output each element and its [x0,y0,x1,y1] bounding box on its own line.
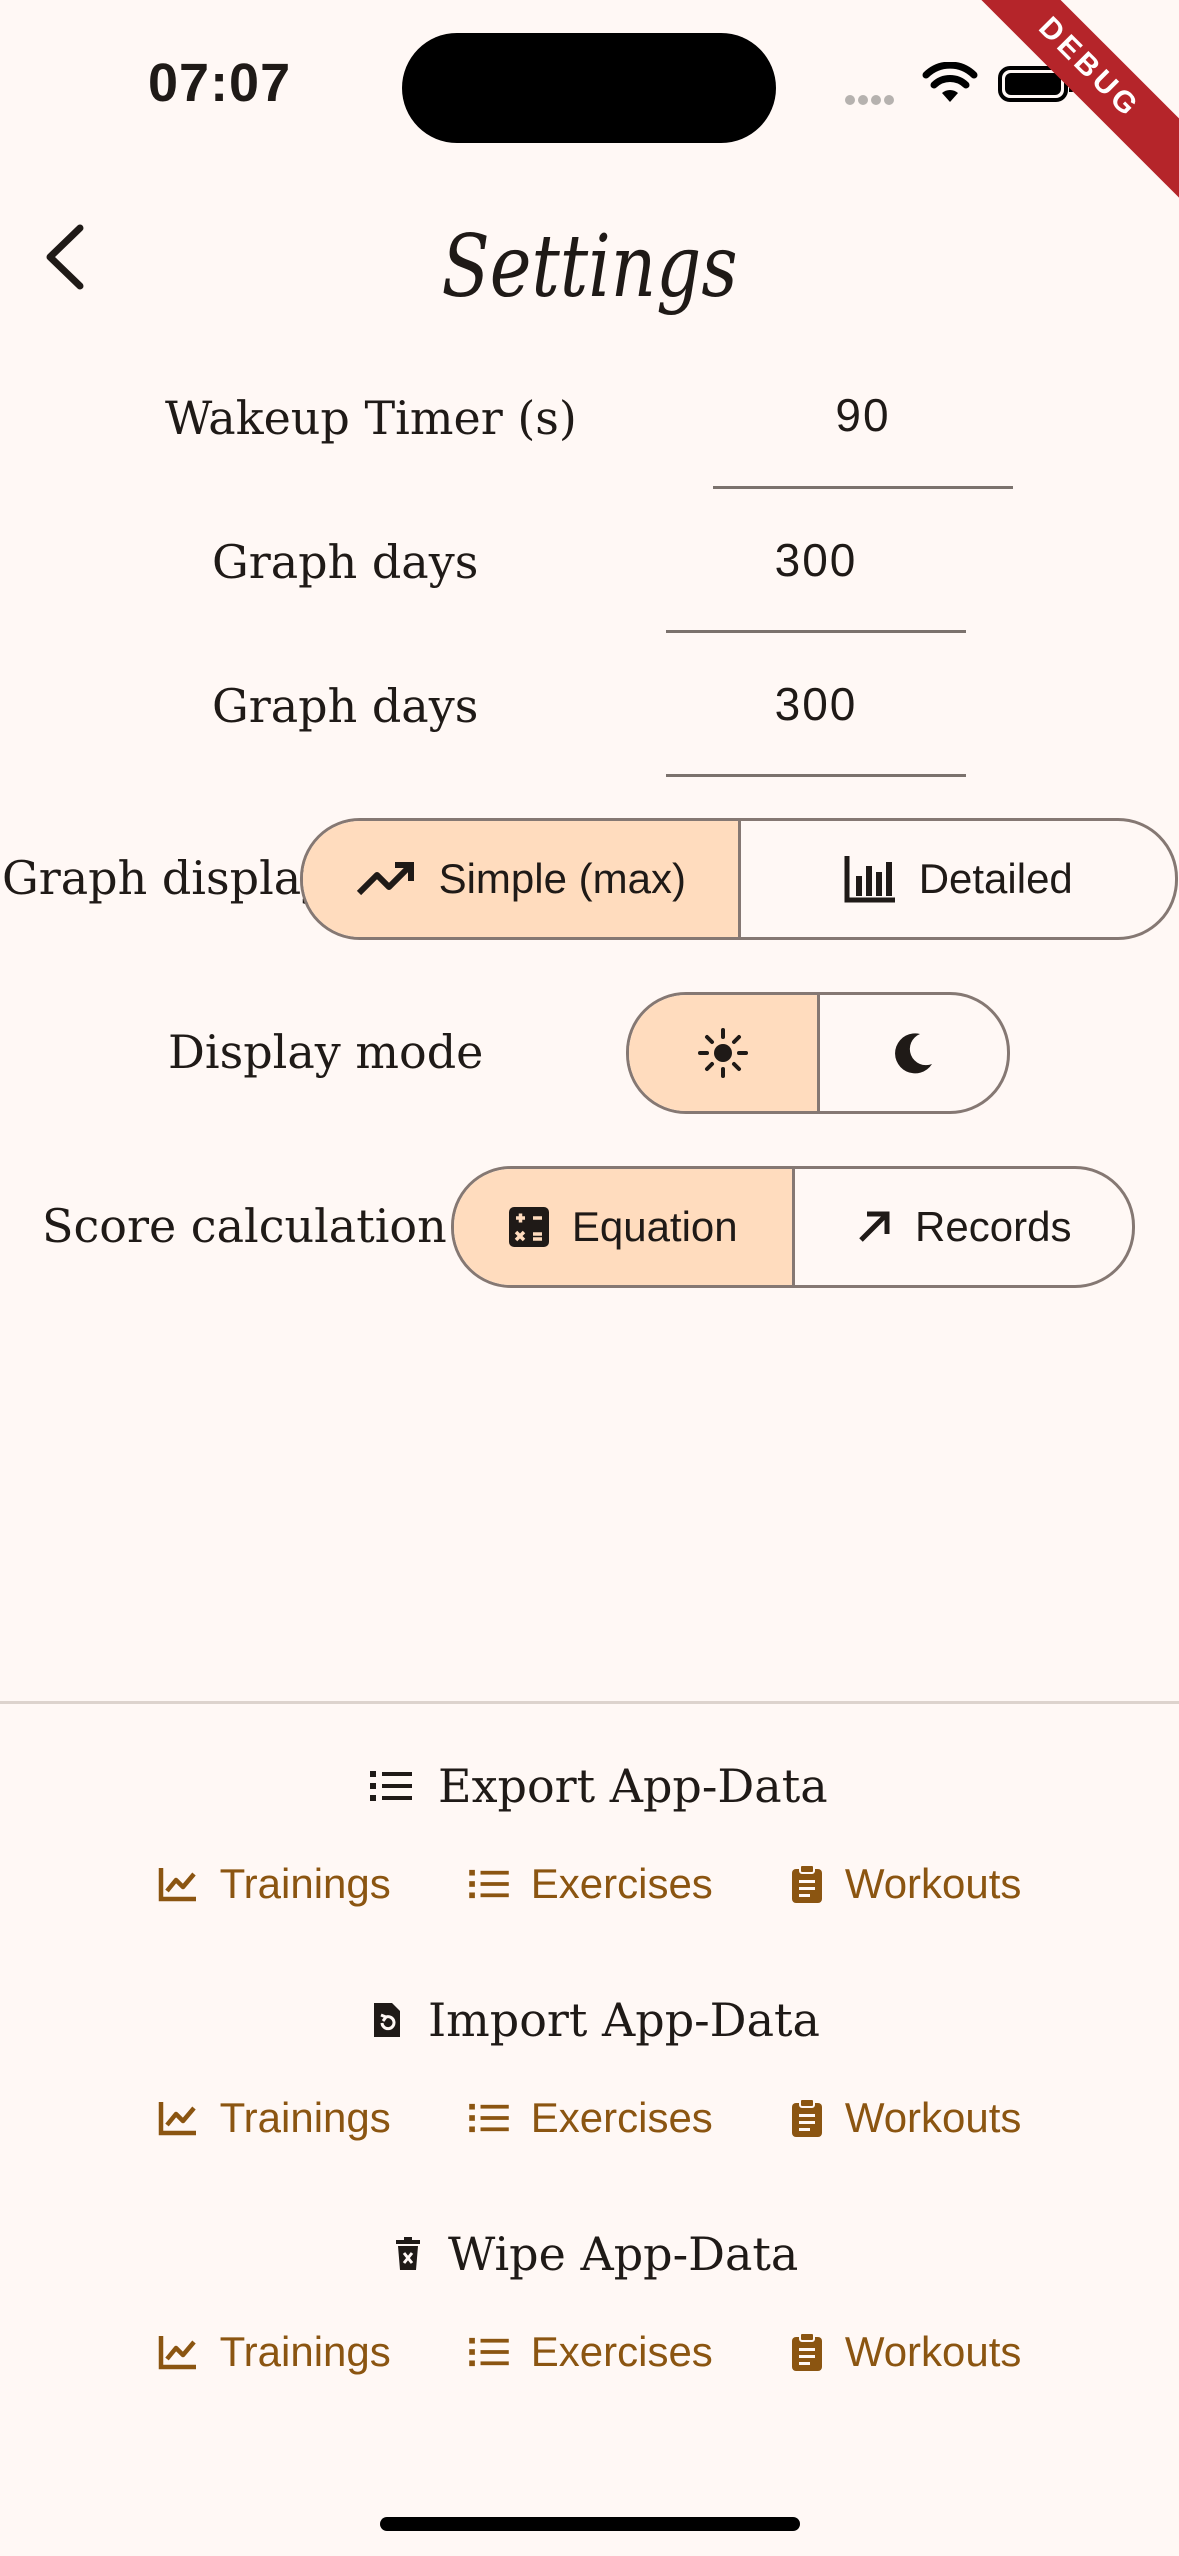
graph-days-underline-2 [666,774,966,777]
graph-display-detailed-label: Detailed [918,855,1073,902]
section-divider [0,1701,1179,1704]
wipe-trainings-button[interactable]: Trainings [158,2328,391,2376]
export-section-title: Export App-Data [370,1756,828,1816]
trash-icon [394,2237,422,2271]
debug-banner: DEBUG [948,0,1179,209]
wipe-trainings-label: Trainings [219,2328,391,2375]
graph-days-underline [666,630,966,633]
page-title: Settings [441,217,738,317]
export-buttons: Trainings Exercises Workouts [0,1860,1179,1908]
wipe-section-title: Wipe App-Data [394,2224,798,2284]
wakeup-timer-value: 90 [835,389,891,441]
import-exercises-label: Exercises [530,2094,713,2141]
graph-display-toggle: Simple (max) Detailed [300,818,1178,940]
wifi-icon [922,62,978,104]
score-calculation-label: Score calculation [42,1199,447,1253]
list-icon [468,2336,509,2368]
chart-line-icon [158,2334,198,2370]
clipboard-icon [791,1864,823,1904]
import-workouts-button[interactable]: Workouts [791,2094,1022,2142]
list-icon [468,1868,509,1900]
graph-display-detailed-option[interactable]: Detailed [737,821,1176,937]
wakeup-timer-label: Wakeup Timer (s) [165,391,577,445]
import-title-text: Import App-Data [428,1993,820,2047]
bar-chart-icon [843,854,897,904]
back-button[interactable] [40,222,90,292]
calculator-icon [508,1206,550,1248]
score-calculation-equation-option[interactable]: Equation [454,1169,792,1285]
home-indicator[interactable] [380,2517,800,2531]
graph-days-input-2[interactable]: 300 [666,674,966,734]
wakeup-timer-input[interactable]: 90 [713,385,1013,445]
display-mode-toggle [626,992,1010,1114]
export-exercises-label: Exercises [530,1860,713,1907]
wakeup-timer-underline [713,486,1013,489]
clipboard-icon [791,2332,823,2372]
export-trainings-button[interactable]: Trainings [158,1860,391,1908]
signal-icon [845,92,897,110]
display-mode-dark-option[interactable] [816,995,1008,1111]
chart-line-icon [158,2100,198,2136]
import-exercises-button[interactable]: Exercises [468,2094,713,2142]
graph-days-input[interactable]: 300 [666,530,966,590]
import-section-title: Import App-Data [372,1990,820,2050]
import-trainings-button[interactable]: Trainings [158,2094,391,2142]
graph-days-value: 300 [774,534,858,586]
export-exercises-button[interactable]: Exercises [468,1860,713,1908]
graph-display-simple-label: Simple (max) [438,855,686,902]
display-mode-label: Display mode [168,1025,484,1079]
score-calculation-records-option[interactable]: Records [791,1169,1133,1285]
score-calculation-records-label: Records [915,1203,1072,1250]
dynamic-island [402,33,776,143]
wipe-buttons: Trainings Exercises Workouts [0,2328,1179,2376]
graph-days-label-2: Graph days [212,679,479,733]
chart-line-icon [158,1866,198,1902]
graph-days-value-2: 300 [774,678,858,730]
graph-display-label: Graph display [2,851,328,905]
wipe-exercises-label: Exercises [530,2328,713,2375]
file-restore-icon [372,2001,402,2039]
trending-up-icon [355,859,417,899]
sun-icon [697,1027,749,1079]
moon-icon [890,1030,936,1076]
arrow-up-right-icon [855,1208,893,1246]
wipe-exercises-button[interactable]: Exercises [468,2328,713,2376]
graph-display-simple-option[interactable]: Simple (max) [303,821,738,937]
list-icon [468,2102,509,2134]
clipboard-icon [791,2098,823,2138]
display-mode-light-option[interactable] [629,995,817,1111]
import-workouts-label: Workouts [844,2094,1022,2141]
export-trainings-label: Trainings [219,1860,391,1907]
list-icon [370,1769,412,1803]
import-buttons: Trainings Exercises Workouts [0,2094,1179,2142]
import-trainings-label: Trainings [219,2094,391,2141]
export-workouts-label: Workouts [844,1860,1022,1907]
status-time: 07:07 [148,53,292,113]
export-workouts-button[interactable]: Workouts [791,1860,1022,1908]
score-calculation-equation-label: Equation [571,1203,738,1250]
wipe-title-text: Wipe App-Data [448,2227,799,2281]
export-title-text: Export App-Data [438,1759,828,1813]
score-calculation-toggle: Equation Records [451,1166,1135,1288]
wipe-workouts-button[interactable]: Workouts [791,2328,1022,2376]
graph-days-label: Graph days [212,535,479,589]
wipe-workouts-label: Workouts [844,2328,1022,2375]
